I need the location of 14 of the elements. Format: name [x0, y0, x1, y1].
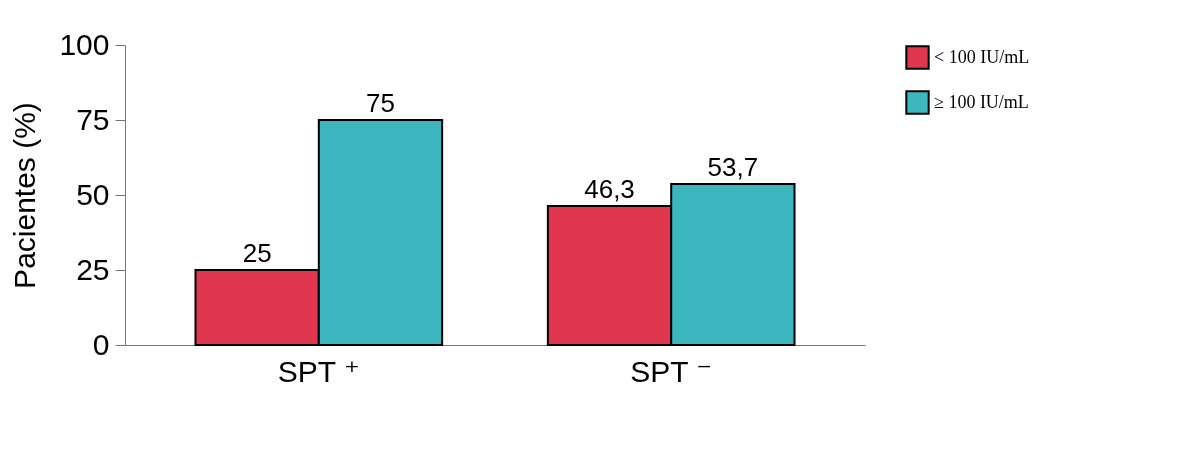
data-label: 75 [366, 88, 395, 118]
y-axis-title: Pacientes (%) [8, 102, 42, 289]
legend-label: < 100 IU/mL [934, 46, 1030, 67]
data-label: 25 [242, 238, 272, 268]
x-tick-label: SPT ⁻ [630, 354, 713, 388]
y-tick-label: 75 [76, 102, 110, 136]
legend-label: ≥ 100 IU/mL [934, 91, 1029, 112]
y-tick-label: 50 [76, 177, 110, 211]
data-label: 53,7 [707, 151, 759, 182]
y-tick-label: 25 [76, 252, 110, 286]
y-tick-label: 0 [92, 327, 110, 361]
data-label: 46,3 [584, 174, 635, 205]
y-tick-label: 100 [59, 27, 110, 61]
x-tick-label: SPT ⁺ [277, 354, 360, 388]
